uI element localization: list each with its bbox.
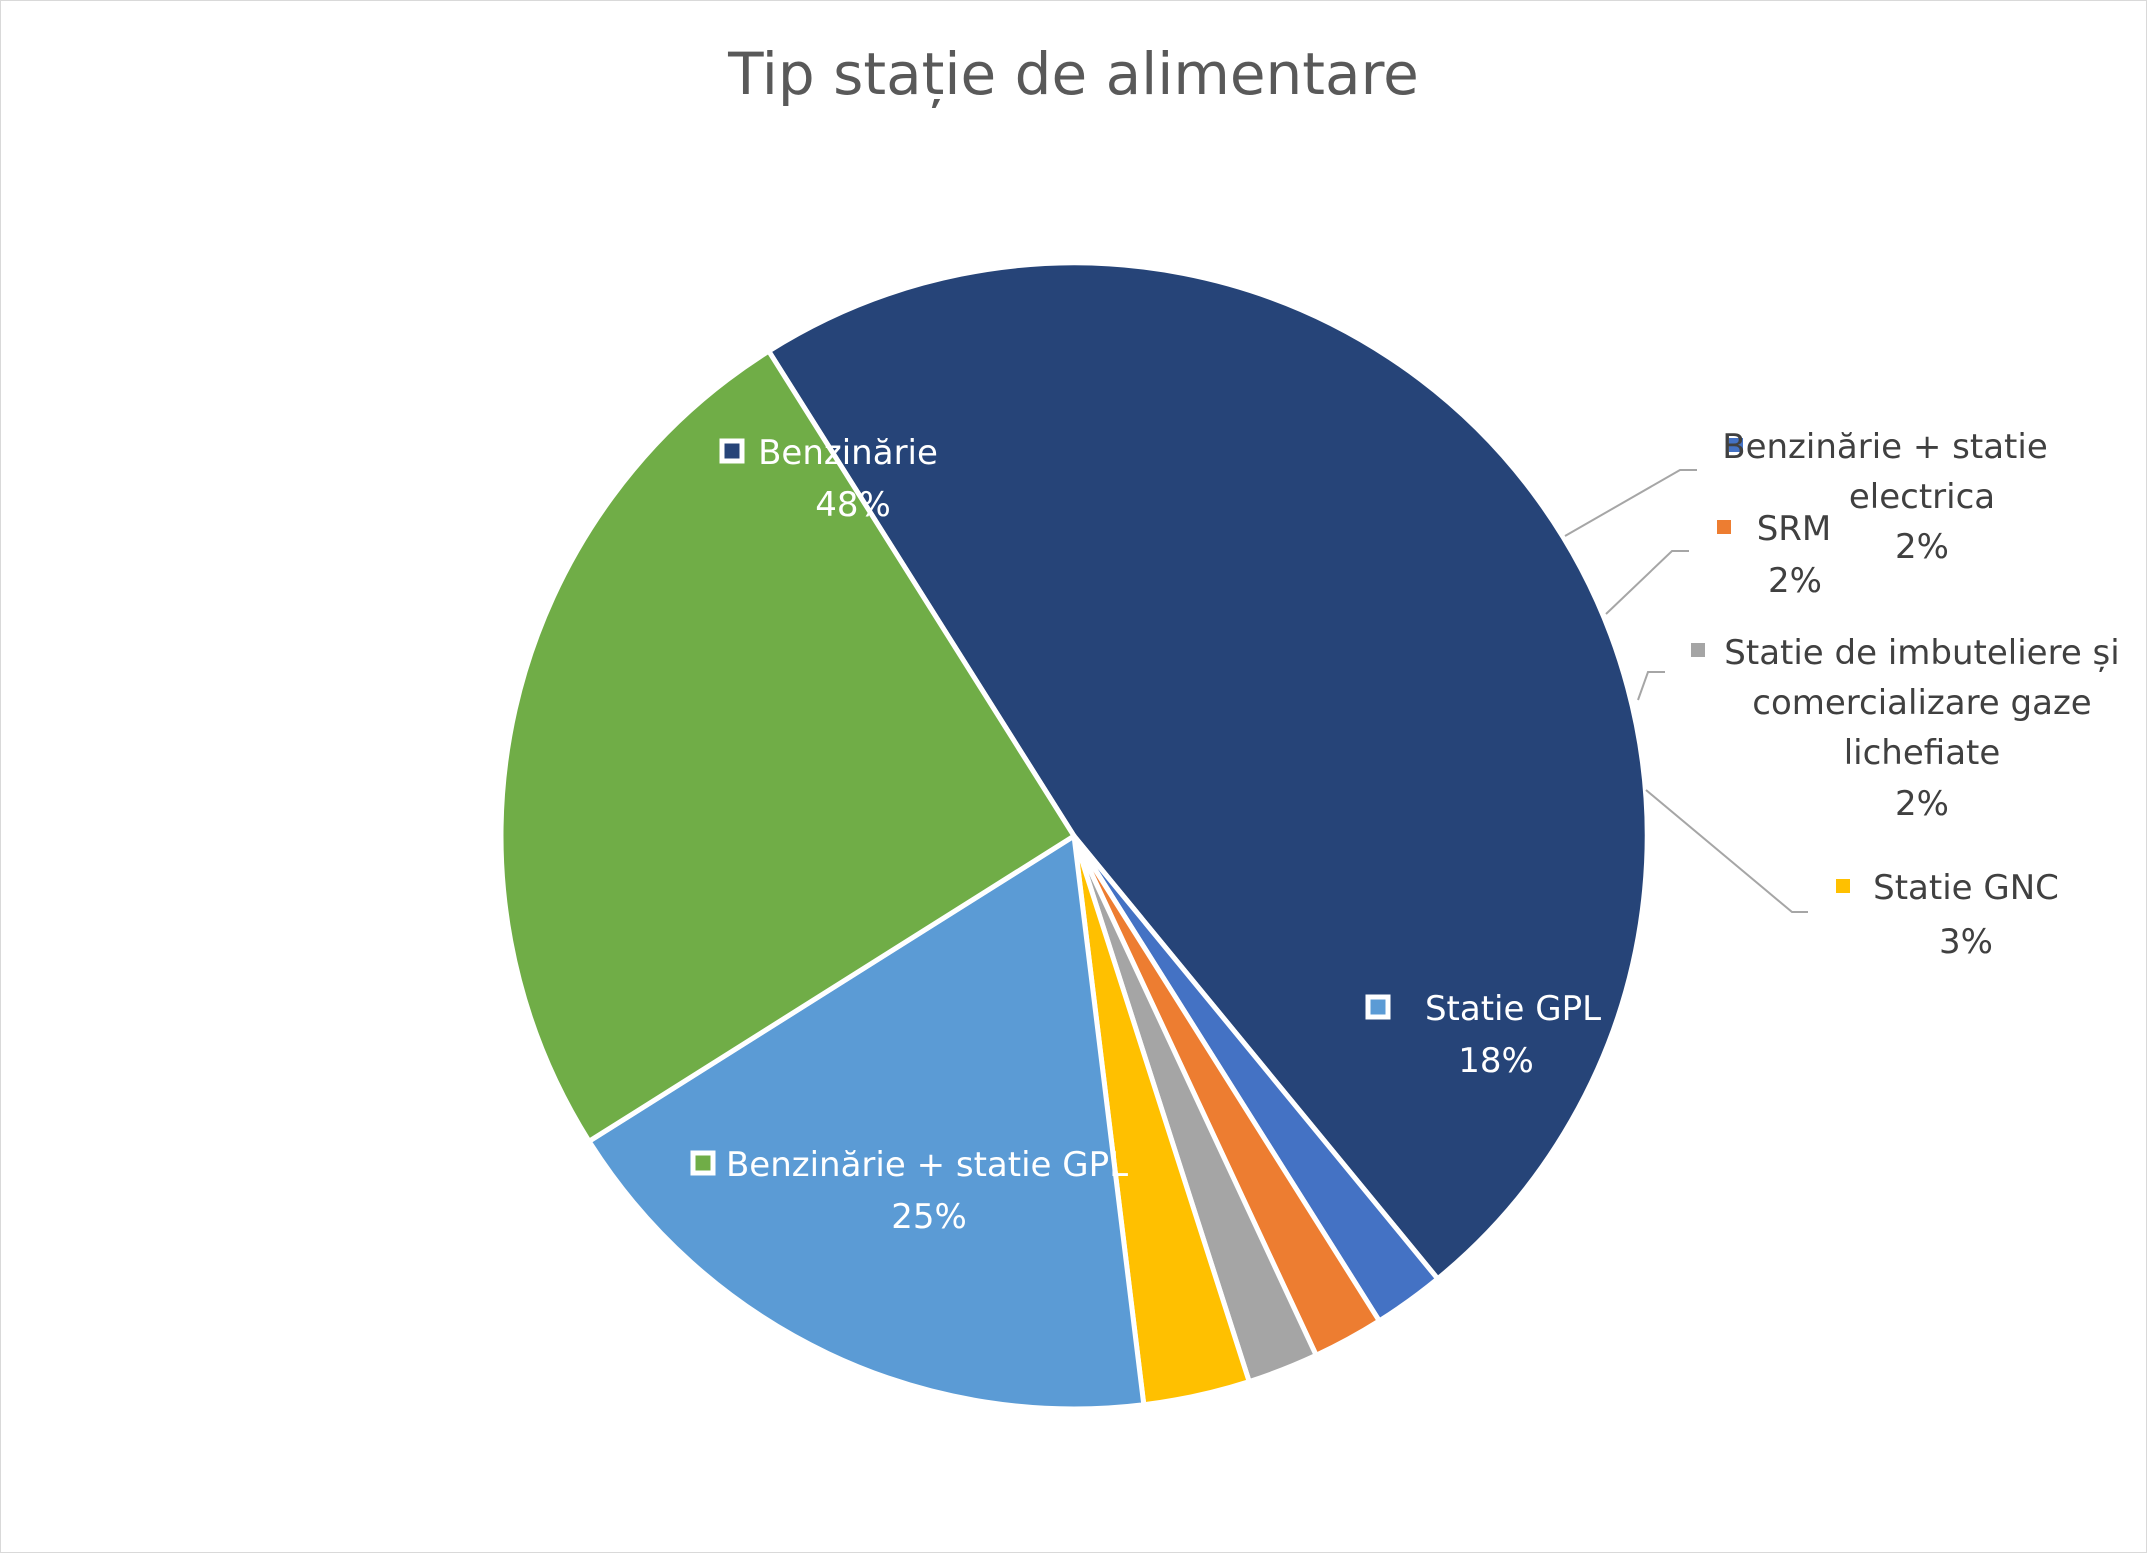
legend-key-statie-gpl	[1365, 994, 1391, 1020]
leader-line-statie-gnc	[1645, 789, 1808, 913]
data-label-name-statie-imbuteliere: lichefiate	[1844, 733, 2001, 773]
data-label-pct-benzinarie: 48%	[815, 485, 891, 525]
data-label-name-statie-gpl: Statie GPL	[1425, 989, 1601, 1029]
pie-slice-statie-gpl	[586, 833, 1147, 1412]
leader-line-statie-imbuteliere	[1637, 671, 1665, 701]
leader-line-srm	[1605, 550, 1689, 615]
leader-lines	[1564, 469, 1808, 913]
pie-slice-benzinarie	[766, 260, 1650, 1282]
data-labels: Benzinărie 48% Benzinărie + statie electric…	[690, 427, 2120, 1237]
data-label-name-statie-gnc: Statie GNC	[1873, 868, 2059, 908]
legend-key-benzinarie	[719, 438, 745, 464]
data-label-pct-statie-gnc: 3%	[1939, 922, 1993, 962]
pie-slice-benzinarie-statie-gpl	[498, 348, 1077, 1144]
legend-key-benzinarie-statie-electrica	[1729, 438, 1743, 452]
chart-title: Tip stație de alimentare	[728, 40, 1419, 108]
leader-line-benzinarie-statie-electrica	[1564, 469, 1697, 537]
data-label-pct-statie-gpl: 18%	[1458, 1041, 1534, 1081]
legend-key-benzinarie-statie-gpl	[690, 1150, 716, 1176]
data-label-name-benzinarie-statie-electrica: Benzinărie + statie	[1722, 427, 2048, 467]
data-label-name-statie-imbuteliere: Statie de imbuteliere și	[1724, 633, 2119, 673]
data-label-pct-statie-imbuteliere: 2%	[1895, 784, 1949, 824]
data-label-name-benzinarie: Benzinărie	[758, 433, 938, 473]
data-label-pct-benzinarie-statie-electrica: 2%	[1895, 527, 1949, 567]
data-label-name-benzinarie-statie-gpl: Benzinărie + statie GPL	[726, 1145, 1128, 1185]
legend-key-statie-imbuteliere	[1691, 643, 1705, 657]
data-label-name-srm: SRM	[1757, 509, 1832, 549]
data-label-name-statie-imbuteliere: comercializare gaze	[1752, 683, 2091, 723]
legend-key-statie-gnc	[1836, 879, 1850, 893]
data-label-pct-srm: 2%	[1768, 561, 1822, 601]
data-label-name-benzinarie-statie-electrica: electrica	[1849, 477, 1995, 517]
data-label-pct-benzinarie-statie-gpl: 25%	[891, 1197, 967, 1237]
pie-slices	[498, 260, 1650, 1412]
legend-key-srm	[1717, 520, 1731, 534]
